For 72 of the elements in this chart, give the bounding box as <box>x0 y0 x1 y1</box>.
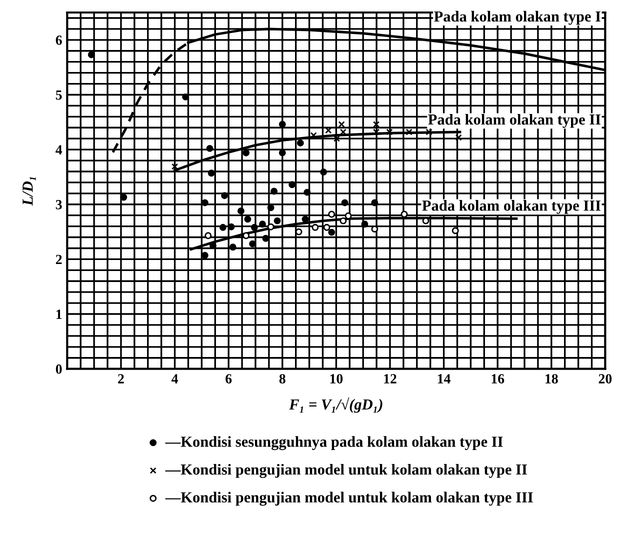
y-tick-label: 0 <box>56 364 62 374</box>
legend-label: —Kondisi pengujian model untuk kolam olakan type III <box>165 492 533 506</box>
point <box>455 134 462 141</box>
point <box>386 128 393 136</box>
y-tick-label: 6 <box>56 36 62 45</box>
series-label: Pada kolam olakan type II <box>428 114 601 128</box>
point <box>371 199 378 206</box>
point <box>204 232 212 240</box>
point <box>278 149 286 156</box>
point <box>219 224 226 231</box>
series-label: Pada kolam olakan type III <box>422 200 601 214</box>
point <box>208 170 215 177</box>
point <box>320 168 328 176</box>
point <box>304 188 311 196</box>
point <box>323 224 330 231</box>
y-tick-label: 5 <box>56 90 62 100</box>
y-tick-label: 4 <box>56 145 62 154</box>
point <box>206 144 214 152</box>
point <box>328 228 336 236</box>
x-tick-label: 16 <box>492 374 504 384</box>
x-tick-label: 20 <box>598 374 612 384</box>
point <box>333 135 340 142</box>
x-tick-label: 8 <box>279 374 286 384</box>
point <box>237 207 244 214</box>
legend-label: —Kondisi sesungguhnya pada kolam olakan type II <box>165 436 503 450</box>
point <box>296 140 304 146</box>
point <box>267 223 274 230</box>
point <box>372 121 380 128</box>
point <box>229 244 236 251</box>
x-tick-label: 6 <box>226 374 232 384</box>
point <box>274 217 281 224</box>
y-tick-label: 2 <box>56 254 62 264</box>
series-label: Pada kolam olakan type I <box>434 10 601 25</box>
point <box>228 223 235 230</box>
point <box>288 181 296 188</box>
point <box>267 204 274 212</box>
point <box>302 216 309 223</box>
x-tick-label: 10 <box>330 374 343 384</box>
point <box>242 149 250 156</box>
x-tick-label: 12 <box>384 374 396 384</box>
x-tick-label: 14 <box>438 374 450 384</box>
point <box>452 227 459 234</box>
point <box>270 188 278 195</box>
point <box>361 220 368 228</box>
x-tick-label: 2 <box>118 374 124 384</box>
point <box>259 220 266 228</box>
point <box>338 121 345 128</box>
x-tick-label: 18 <box>546 374 558 384</box>
point <box>406 128 412 136</box>
point <box>278 120 286 128</box>
point <box>250 224 258 231</box>
point <box>171 163 178 170</box>
point <box>249 240 256 248</box>
point <box>262 234 270 242</box>
point <box>340 217 347 224</box>
legend-label: —Kondisi pengujian model untuk kolam olakan type II <box>165 464 527 478</box>
x-axis-title: F₁ = V₁/√(gD₁) <box>289 397 382 413</box>
point <box>328 210 336 218</box>
y-tick-label: 3 <box>56 200 62 210</box>
point <box>88 51 95 58</box>
point <box>221 192 228 200</box>
point <box>400 210 408 218</box>
point <box>426 128 432 136</box>
point <box>242 232 250 240</box>
x-tick-label: 4 <box>172 374 178 384</box>
point <box>312 224 319 231</box>
y-tick-label: 1 <box>56 310 62 319</box>
point <box>120 194 128 201</box>
point <box>372 128 380 136</box>
point <box>244 216 252 223</box>
y-axis-title: L/D₁ <box>22 177 36 206</box>
point <box>341 199 348 206</box>
